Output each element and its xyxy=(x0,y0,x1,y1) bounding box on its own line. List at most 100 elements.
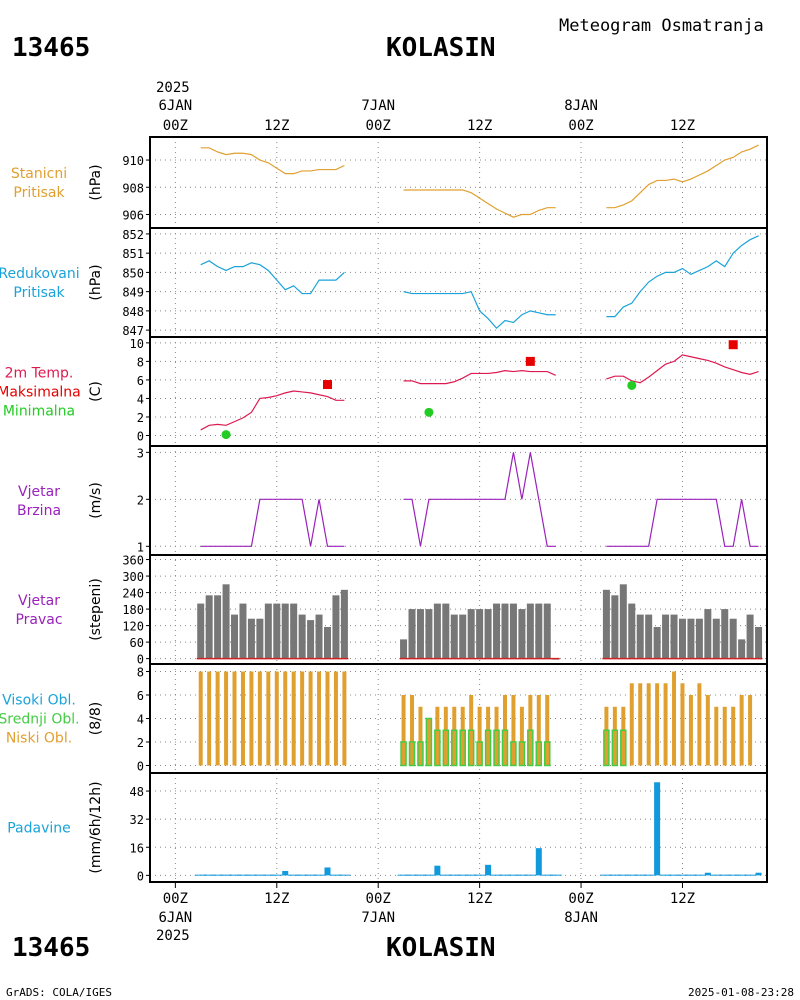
data-bar xyxy=(333,671,338,766)
data-bar xyxy=(329,874,342,876)
data-bar xyxy=(245,874,258,876)
bottom-day-label: 7JAN xyxy=(361,910,395,926)
bottom-time-tick-label: 12Z xyxy=(467,891,492,907)
data-bar xyxy=(239,603,247,659)
data-bar xyxy=(211,874,224,876)
panel-label: Pritisak xyxy=(13,185,65,201)
data-bar xyxy=(323,626,331,659)
data-bar xyxy=(401,695,406,766)
data-bar xyxy=(214,595,222,659)
data-bar xyxy=(232,671,237,766)
top-day-label: 7JAN xyxy=(361,98,395,114)
data-bar xyxy=(231,614,239,659)
data-bar xyxy=(324,867,331,876)
panel-label: Vjetar xyxy=(18,593,60,609)
data-bar xyxy=(282,870,289,876)
data-bar xyxy=(240,671,245,766)
max-temp-marker xyxy=(728,340,738,350)
panel-label: Redukovani xyxy=(0,266,80,282)
y-tick-label: 0 xyxy=(137,759,144,773)
credit-text: GrADS: COLA/IGES xyxy=(6,986,112,999)
data-bar xyxy=(205,595,213,659)
data-bar xyxy=(425,609,433,659)
data-bar xyxy=(714,706,719,766)
y-axis-label: (stepeni) xyxy=(88,578,104,641)
data-bar xyxy=(705,695,710,766)
data-bar xyxy=(642,874,655,876)
data-bar xyxy=(439,874,452,876)
panel-frame xyxy=(149,445,768,556)
data-bar xyxy=(493,603,501,659)
y-tick-label: 0 xyxy=(137,653,144,667)
data-bar xyxy=(300,671,305,766)
data-bar xyxy=(672,671,677,766)
data-bar xyxy=(452,706,457,766)
cloud-bar-mid xyxy=(603,729,610,767)
y-tick-label: 300 xyxy=(122,570,144,584)
data-bar xyxy=(338,874,351,876)
data-bar xyxy=(283,671,288,766)
bottom-time-tick-label: 00Z xyxy=(163,891,188,907)
data-bar xyxy=(486,706,491,766)
station-name-top: KOLASIN xyxy=(386,33,496,63)
cloud-bar-mid xyxy=(543,741,551,767)
data-bar xyxy=(264,603,272,659)
data-bar xyxy=(738,639,746,659)
data-bar xyxy=(296,874,309,876)
y-tick-label: 852 xyxy=(122,228,144,242)
data-bar xyxy=(600,874,613,876)
data-bar xyxy=(400,639,408,659)
data-bar xyxy=(442,603,450,659)
y-axis-label: (C) xyxy=(88,381,104,402)
data-bar xyxy=(645,614,653,659)
panel-frame xyxy=(149,772,768,883)
data-bar xyxy=(535,848,542,876)
y-axis-label: (hPa) xyxy=(88,264,104,300)
data-bar xyxy=(317,671,322,766)
data-bar xyxy=(688,695,693,766)
data-bar xyxy=(524,874,537,876)
data-bar xyxy=(676,874,689,876)
data-bar xyxy=(433,603,441,659)
data-bar xyxy=(307,620,315,659)
data-bar xyxy=(744,874,757,876)
series-line xyxy=(403,290,556,330)
y-tick-label: 32 xyxy=(130,813,144,827)
data-bar xyxy=(663,683,668,766)
bottom-time-tick-label: 00Z xyxy=(568,891,593,907)
data-bar xyxy=(543,603,551,659)
data-bar xyxy=(418,706,423,766)
cloud-bar-mid xyxy=(467,729,475,767)
data-bar xyxy=(228,874,241,876)
panel-label: Vjetar xyxy=(18,484,60,500)
y-axis-label: (8/8) xyxy=(88,702,104,735)
data-bar xyxy=(545,695,550,766)
data-bar xyxy=(456,874,469,876)
data-bar xyxy=(494,706,499,766)
cloud-bar-mid xyxy=(442,729,450,767)
data-bar xyxy=(281,603,289,659)
panel-frame xyxy=(149,136,768,229)
y-axis-label: (mm/6h/12h) xyxy=(88,781,104,873)
data-bar xyxy=(262,874,275,876)
data-bar xyxy=(406,874,419,876)
y-tick-label: 850 xyxy=(122,266,144,280)
y-tick-label: 180 xyxy=(122,603,144,617)
data-bar xyxy=(655,683,660,766)
data-bar xyxy=(484,609,492,659)
data-bar xyxy=(222,584,230,659)
station-id-bottom: 13465 xyxy=(12,933,90,963)
data-bar xyxy=(477,706,482,766)
data-bar xyxy=(729,618,737,659)
data-bar xyxy=(712,618,720,659)
cloud-bar-mid xyxy=(611,729,619,767)
data-bar xyxy=(653,626,661,659)
y-axis-label: (hPa) xyxy=(88,164,104,200)
data-bar xyxy=(253,874,266,876)
cloud-bar-mid xyxy=(400,741,407,767)
data-bar xyxy=(755,626,763,659)
data-bar xyxy=(416,609,424,659)
cloud-bar-mid xyxy=(417,741,424,767)
data-bar xyxy=(197,603,205,659)
